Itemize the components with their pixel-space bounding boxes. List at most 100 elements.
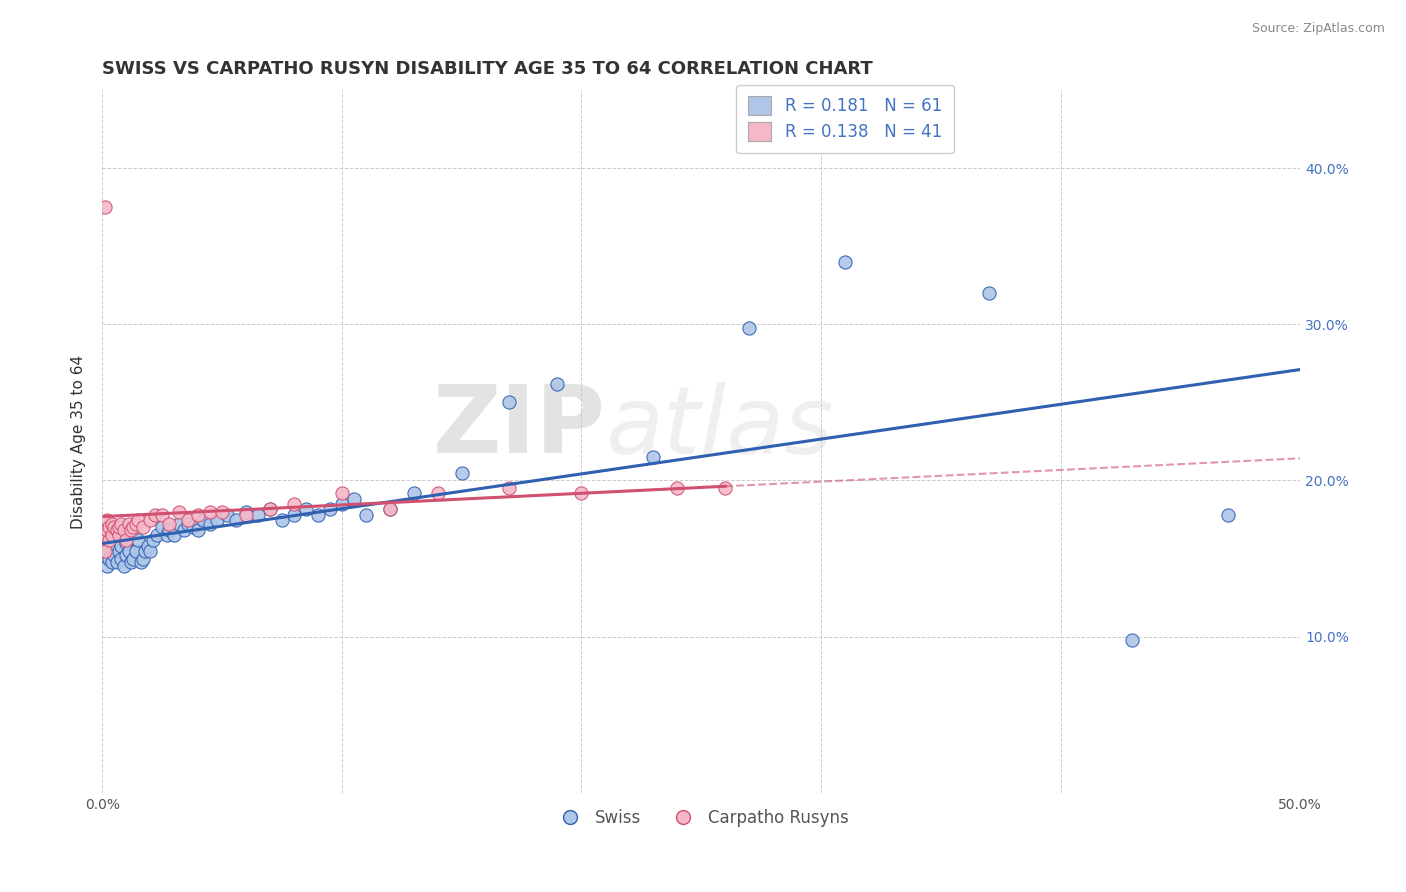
Point [270, 512, 292, 526]
Point [426, 486, 449, 500]
Point [103, 536, 125, 550]
Y-axis label: Disability Age 35 to 64: Disability Age 35 to 64 [72, 354, 86, 529]
Point [643, 450, 665, 464]
Point [132, 551, 155, 566]
Point [96, 524, 118, 538]
Point [98, 551, 121, 566]
Point [198, 505, 221, 519]
Point [93, 200, 115, 214]
Point [129, 555, 152, 569]
Point [125, 543, 148, 558]
Point [163, 528, 186, 542]
Point [115, 533, 138, 547]
Text: atlas: atlas [606, 382, 834, 473]
Point [259, 501, 281, 516]
Point [103, 549, 125, 563]
Point [714, 481, 737, 495]
Point [546, 376, 568, 391]
Point [143, 508, 166, 522]
Point [666, 481, 689, 495]
Point [105, 524, 128, 538]
Point [127, 533, 149, 547]
Point [115, 536, 138, 550]
Point [96, 543, 118, 558]
Point [977, 286, 1000, 301]
Point [127, 512, 149, 526]
Point [112, 559, 135, 574]
Point [157, 517, 180, 532]
Point [235, 505, 257, 519]
Point [136, 539, 159, 553]
Point [101, 528, 124, 542]
Point [110, 517, 132, 532]
Point [120, 555, 142, 569]
Point [205, 512, 228, 526]
Point [108, 528, 131, 542]
Point [187, 508, 209, 522]
Point [235, 508, 257, 522]
Point [1218, 508, 1240, 522]
Legend: Swiss, Carpatho Rusyns: Swiss, Carpatho Rusyns [547, 802, 855, 833]
Point [343, 492, 366, 507]
Point [198, 517, 221, 532]
Point [141, 533, 163, 547]
Point [101, 517, 124, 532]
Point [330, 486, 353, 500]
Point [187, 524, 209, 538]
Point [402, 486, 425, 500]
Point [98, 520, 121, 534]
Point [134, 543, 156, 558]
Point [125, 517, 148, 532]
Point [150, 520, 173, 534]
Point [307, 508, 329, 522]
Text: Source: ZipAtlas.com: Source: ZipAtlas.com [1251, 22, 1385, 36]
Point [150, 508, 173, 522]
Point [117, 517, 139, 532]
Point [330, 497, 353, 511]
Point [211, 505, 233, 519]
Point [122, 520, 145, 534]
Point [108, 543, 131, 558]
Point [569, 486, 592, 500]
Point [354, 508, 377, 522]
Point [173, 524, 195, 538]
Point [122, 551, 145, 566]
Point [246, 508, 269, 522]
Point [93, 528, 115, 542]
Point [191, 512, 214, 526]
Point [378, 501, 401, 516]
Point [139, 512, 162, 526]
Point [283, 497, 305, 511]
Point [259, 501, 281, 516]
Point [167, 517, 190, 532]
Point [177, 517, 200, 532]
Point [101, 555, 124, 569]
Point [177, 512, 200, 526]
Point [120, 524, 142, 538]
Point [498, 481, 520, 495]
Point [110, 551, 132, 566]
Point [157, 524, 180, 538]
Point [450, 466, 472, 480]
Point [319, 501, 342, 516]
Point [96, 559, 118, 574]
Point [498, 395, 520, 409]
Point [103, 520, 125, 534]
Point [98, 533, 121, 547]
Point [738, 320, 761, 334]
Point [1121, 632, 1143, 647]
Point [295, 501, 318, 516]
Point [378, 501, 401, 516]
Point [112, 524, 135, 538]
Point [181, 520, 204, 534]
Point [132, 520, 155, 534]
Point [225, 512, 247, 526]
Point [105, 555, 128, 569]
Point [108, 520, 131, 534]
Point [146, 528, 169, 542]
Point [834, 255, 856, 269]
Point [215, 508, 238, 522]
Point [139, 543, 162, 558]
Point [283, 508, 305, 522]
Text: SWISS VS CARPATHO RUSYN DISABILITY AGE 35 TO 64 CORRELATION CHART: SWISS VS CARPATHO RUSYN DISABILITY AGE 3… [103, 60, 873, 78]
